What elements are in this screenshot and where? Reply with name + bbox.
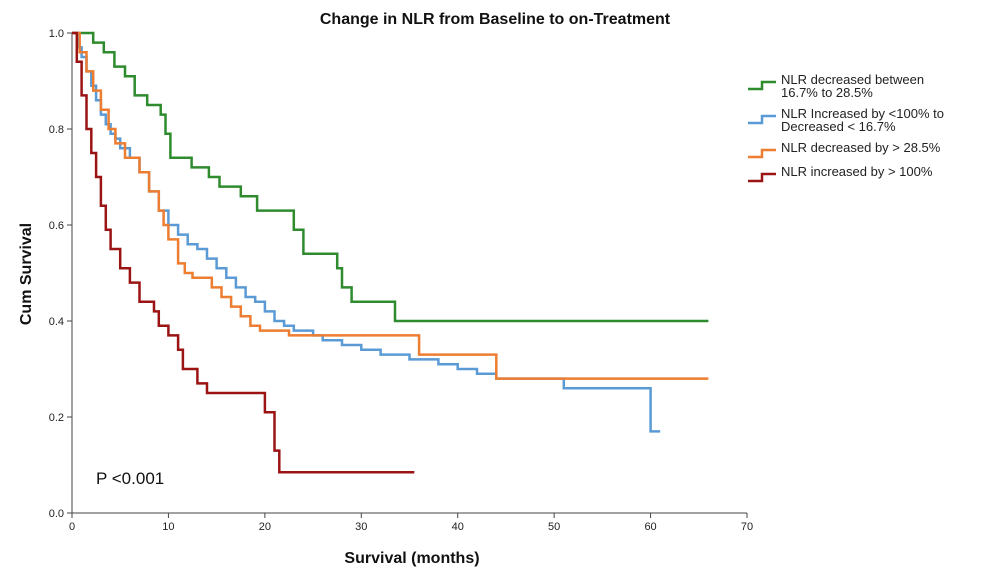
y-tick-label: 0.0 [49, 508, 64, 520]
series-line-2 [72, 31, 661, 433]
legend-symbol [748, 148, 776, 159]
series-line-4 [72, 31, 415, 474]
x-tick-label: 60 [644, 521, 656, 533]
y-axis-label: Cum Survival [18, 223, 35, 325]
y-tick-label: 0.8 [49, 124, 64, 136]
x-tick-label: 10 [162, 521, 174, 533]
x-tick-label: 50 [548, 521, 560, 533]
y-tick-label: 0.4 [49, 316, 64, 328]
series-line-3 [72, 31, 709, 380]
legend-symbol [748, 80, 776, 91]
legend-label: 16.7% to 28.5% [781, 85, 873, 100]
legend-label: NLR Increased by <100% to [781, 106, 944, 121]
y-tick-label: 1.0 [49, 28, 64, 40]
axes: 0 10 20 30 40 50 60 70 0.0 0.2 0.4 0.6 0.8 1.0 [49, 28, 753, 533]
x-axis-label: Survival (months) [344, 550, 479, 567]
series-line-1 [72, 31, 709, 323]
chart-title: Change in NLR from Baseline to on-Treatm… [320, 11, 671, 28]
legend-label: NLR increased by > 100% [781, 164, 933, 179]
legend-label: NLR decreased by > 28.5% [781, 140, 941, 155]
x-tick-label: 20 [259, 521, 271, 533]
legend-symbol [748, 172, 776, 183]
p-value-annotation: P <0.001 [96, 469, 164, 488]
y-tick-label: 0.6 [49, 220, 64, 232]
legend-label: NLR decreased between [781, 72, 924, 87]
y-tick-label: 0.2 [49, 412, 64, 424]
legend-symbol [748, 114, 776, 125]
curves [72, 31, 709, 474]
legend-item-4: NLR increased by > 100% [748, 164, 933, 183]
legend-item-3: NLR decreased by > 28.5% [748, 140, 941, 159]
x-tick-label: 0 [69, 521, 75, 533]
legend-label: Decreased < 16.7% [781, 119, 896, 134]
x-tick-label: 30 [355, 521, 367, 533]
x-tick-label: 70 [741, 521, 753, 533]
x-tick-label: 40 [452, 521, 464, 533]
